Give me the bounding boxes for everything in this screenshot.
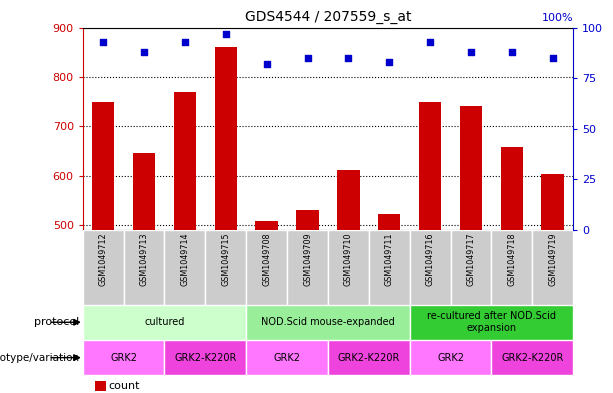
Point [221, 30, 230, 37]
Text: GSM1049715: GSM1049715 [221, 232, 230, 286]
Bar [337, 170, 360, 230]
Bar [205, 230, 246, 305]
Text: GSM1049717: GSM1049717 [466, 232, 476, 286]
Bar [378, 214, 400, 230]
Bar [492, 340, 573, 375]
Point [343, 55, 353, 61]
Text: GSM1049710: GSM1049710 [344, 232, 353, 286]
Title: GDS4544 / 207559_s_at: GDS4544 / 207559_s_at [245, 10, 411, 24]
Text: protocol: protocol [34, 317, 80, 327]
Text: GRK2-K220R: GRK2-K220R [174, 353, 237, 363]
Bar [164, 230, 205, 305]
Bar [296, 210, 319, 230]
Text: 100%: 100% [541, 13, 573, 24]
Text: re-cultured after NOD.Scid
expansion: re-cultured after NOD.Scid expansion [427, 312, 556, 333]
Point [466, 49, 476, 55]
Bar [83, 305, 246, 340]
Point [548, 55, 558, 61]
Bar [133, 153, 155, 230]
Bar [541, 174, 564, 230]
Point [262, 61, 272, 67]
Text: GRK2: GRK2 [437, 353, 464, 363]
Point [384, 59, 394, 65]
Text: GSM1049714: GSM1049714 [180, 232, 189, 286]
Text: GSM1049712: GSM1049712 [99, 232, 108, 286]
Bar [369, 230, 409, 305]
Bar [246, 305, 409, 340]
Bar [492, 230, 532, 305]
Bar [532, 230, 573, 305]
Point [180, 39, 190, 45]
Text: GSM1049718: GSM1049718 [508, 232, 516, 286]
Text: GRK2-K220R: GRK2-K220R [338, 353, 400, 363]
Point [425, 39, 435, 45]
Bar [246, 230, 287, 305]
Point [139, 49, 149, 55]
Bar [83, 340, 164, 375]
Text: GSM1049711: GSM1049711 [385, 232, 394, 286]
Text: GSM1049713: GSM1049713 [140, 232, 148, 286]
Bar [409, 305, 573, 340]
Text: GSM1049719: GSM1049719 [548, 232, 557, 286]
Point [303, 55, 313, 61]
Point [98, 39, 108, 45]
Bar [287, 230, 328, 305]
Text: cultured: cultured [144, 317, 185, 327]
Text: NOD.Scid mouse-expanded: NOD.Scid mouse-expanded [261, 317, 395, 327]
Bar [328, 230, 369, 305]
Text: GSM1049708: GSM1049708 [262, 232, 271, 286]
Text: GSM1049716: GSM1049716 [425, 232, 435, 286]
Bar [173, 92, 196, 230]
Bar [92, 101, 115, 230]
Bar [215, 47, 237, 230]
Bar [328, 340, 409, 375]
Text: GRK2-K220R: GRK2-K220R [501, 353, 563, 363]
Bar [246, 340, 328, 375]
Bar [124, 230, 164, 305]
Text: count: count [109, 381, 140, 391]
Bar [460, 107, 482, 230]
Bar [164, 340, 246, 375]
Bar [501, 147, 523, 230]
Text: GRK2: GRK2 [273, 353, 300, 363]
Point [507, 49, 517, 55]
Bar [83, 230, 124, 305]
Bar [419, 101, 441, 230]
Text: genotype/variation: genotype/variation [0, 353, 80, 363]
Bar [256, 221, 278, 230]
Bar [409, 340, 492, 375]
Text: GSM1049709: GSM1049709 [303, 232, 312, 286]
Text: GRK2: GRK2 [110, 353, 137, 363]
Bar [451, 230, 492, 305]
Bar [409, 230, 451, 305]
